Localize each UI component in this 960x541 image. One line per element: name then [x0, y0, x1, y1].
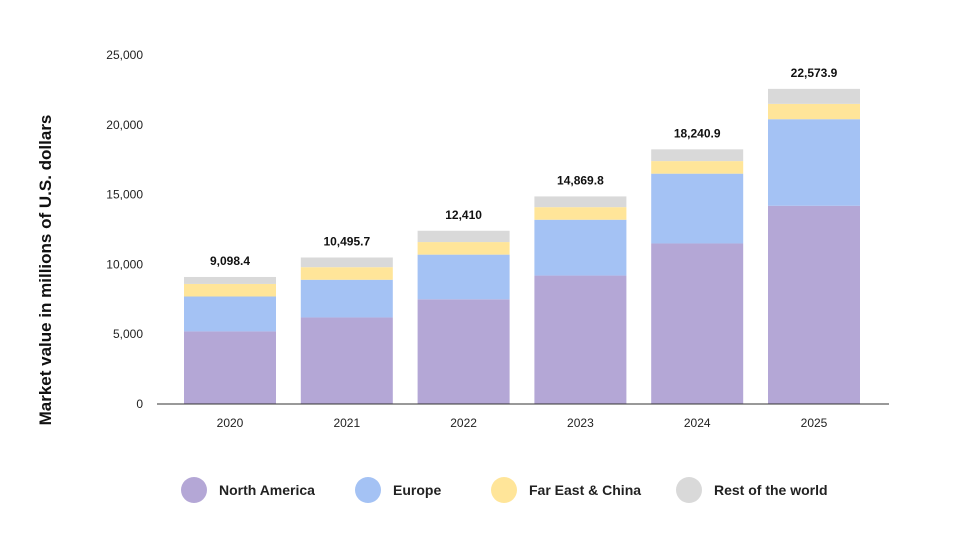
bar-segment-europe — [184, 296, 276, 332]
legend-swatch — [181, 477, 207, 503]
bar-group-2022 — [417, 230, 510, 404]
legend-item-north-america: North America — [181, 477, 315, 503]
bar-segment-north-america — [651, 243, 744, 404]
bar-segment-rest-of-the-world — [417, 230, 510, 243]
bar-segment-europe — [417, 254, 510, 300]
bar-segment-far-east-china — [184, 283, 276, 297]
bar-segment-north-america — [184, 331, 276, 404]
bar-segment-rest-of-the-world — [184, 276, 276, 284]
bar-group-2020 — [184, 276, 276, 404]
legend-label: Far East & China — [529, 482, 641, 498]
bar-total-label: 9,098.4 — [210, 254, 250, 268]
bar-segment-europe — [534, 219, 627, 276]
bar-total-label: 18,240.9 — [674, 126, 721, 140]
y-tick-label: 25,000 — [106, 48, 143, 62]
bars — [184, 88, 860, 404]
x-axis-ticks: 2020 2021 2022 2023 2024 2025 — [217, 416, 828, 430]
y-tick-label: 15,000 — [106, 188, 143, 202]
bar-segment-europe — [768, 119, 860, 206]
y-tick-label: 10,000 — [106, 257, 143, 271]
x-tick-label: 2020 — [217, 416, 244, 430]
y-axis-ticks: 0 5,000 10,000 15,000 20,000 25,000 — [106, 48, 143, 411]
y-axis-title: Market value in millions of U.S. dollars — [36, 115, 55, 426]
bar-group-2025 — [768, 88, 860, 404]
legend-item-rest-of-the-world: Rest of the world — [676, 477, 828, 503]
legend-swatch — [355, 477, 381, 503]
y-tick-label: 0 — [136, 397, 143, 411]
bar-total-label: 14,869.8 — [557, 173, 604, 187]
x-tick-label: 2025 — [801, 416, 828, 430]
bar-segment-far-east-china — [768, 103, 860, 120]
legend-swatch — [676, 477, 702, 503]
bar-segment-rest-of-the-world — [768, 88, 860, 104]
x-tick-label: 2021 — [333, 416, 360, 430]
bar-group-2023 — [534, 196, 627, 404]
bar-segment-rest-of-the-world — [651, 149, 744, 162]
legend-swatch — [491, 477, 517, 503]
bar-segment-rest-of-the-world — [534, 196, 627, 208]
bar-total-labels: 9,098.4 10,495.7 12,410 14,869.8 18,240.9 22,… — [210, 66, 838, 268]
y-tick-label: 20,000 — [106, 118, 143, 132]
x-tick-label: 2022 — [450, 416, 477, 430]
bar-total-label: 10,495.7 — [323, 234, 370, 248]
bar-segment-rest-of-the-world — [300, 257, 393, 268]
bar-group-2021 — [300, 257, 393, 404]
x-tick-label: 2024 — [684, 416, 711, 430]
bar-segment-far-east-china — [651, 161, 744, 174]
legend: North America Europe Far East & China Rest … — [181, 477, 828, 503]
x-tick-label: 2023 — [567, 416, 594, 430]
bar-segment-far-east-china — [534, 207, 627, 220]
legend-item-europe: Europe — [355, 477, 441, 503]
legend-label: Rest of the world — [714, 482, 828, 498]
bar-segment-north-america — [300, 317, 393, 404]
bar-total-label: 22,573.9 — [791, 66, 838, 80]
bar-segment-far-east-china — [417, 242, 510, 255]
y-tick-label: 5,000 — [113, 327, 143, 341]
bar-segment-europe — [300, 279, 393, 318]
bar-total-label: 12,410 — [445, 208, 482, 222]
legend-label: Europe — [393, 482, 441, 498]
bar-segment-north-america — [768, 205, 860, 404]
bar-segment-north-america — [417, 299, 510, 404]
bar-segment-europe — [651, 173, 744, 244]
bar-group-2024 — [651, 149, 744, 404]
legend-item-far-east-china: Far East & China — [491, 477, 641, 503]
legend-label: North America — [219, 482, 315, 498]
bar-segment-far-east-china — [300, 267, 393, 280]
bar-segment-north-america — [534, 275, 627, 404]
